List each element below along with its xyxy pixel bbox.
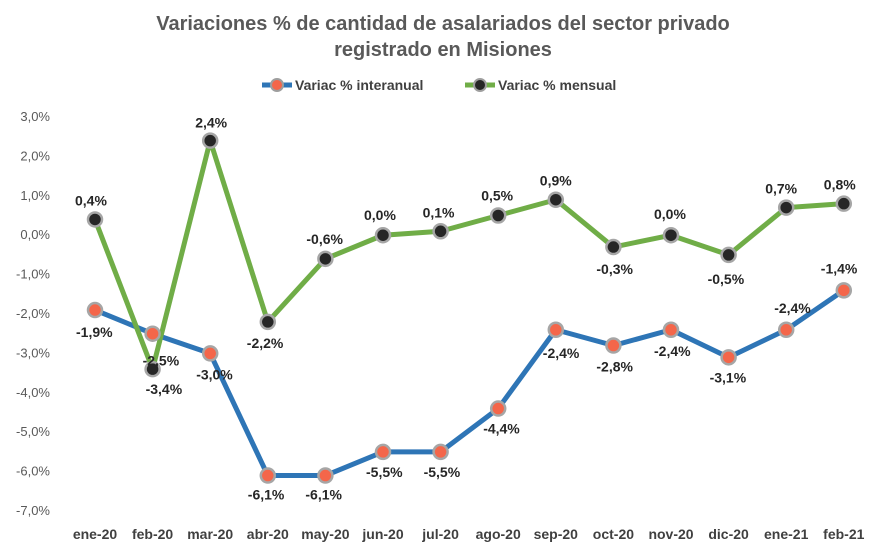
data-label: -2,2% xyxy=(247,335,284,351)
x-tick-label: sep-20 xyxy=(534,526,579,542)
data-label: 0,0% xyxy=(654,206,686,222)
data-point xyxy=(605,337,622,354)
x-tick-label: mar-20 xyxy=(187,526,233,542)
chart-title-line1: Variaciones % de cantidad de asalariados… xyxy=(156,13,730,35)
x-tick-label: ene-21 xyxy=(764,526,809,542)
data-point xyxy=(86,301,104,319)
data-label: 2,4% xyxy=(195,115,227,131)
data-point xyxy=(374,443,392,461)
data-point xyxy=(259,467,277,484)
data-label: -2,4% xyxy=(774,300,811,316)
data-label: -1,9% xyxy=(76,324,113,340)
legend: Variac % interanual Variac % mensual xyxy=(262,77,616,93)
series-line-interanual xyxy=(94,288,846,479)
data-point xyxy=(605,238,622,256)
y-tick-label: -1,0% xyxy=(16,267,50,282)
data-point xyxy=(144,360,161,378)
data-label: -2,4% xyxy=(543,345,580,361)
y-tick-label: -3,0% xyxy=(16,345,50,360)
data-label: -2,5% xyxy=(143,353,180,369)
x-tick-label: jun-20 xyxy=(361,526,403,542)
data-point xyxy=(835,195,853,212)
data-label: 0,5% xyxy=(481,188,513,204)
data-point xyxy=(662,226,680,244)
data-point xyxy=(835,282,853,299)
data-label: 0,4% xyxy=(75,192,107,208)
data-point xyxy=(201,132,219,149)
data-label: 0,1% xyxy=(423,204,455,220)
data-label: -5,5% xyxy=(424,464,461,480)
x-tick-label: feb-20 xyxy=(132,526,173,542)
data-label: -1,4% xyxy=(821,260,858,276)
data-label: -6,1% xyxy=(305,487,342,503)
data-label: -4,4% xyxy=(483,421,520,437)
data-point xyxy=(777,199,795,216)
data-point xyxy=(374,226,392,244)
x-tick-label: jul-20 xyxy=(421,526,459,542)
data-point xyxy=(489,207,507,224)
data-label: -5,5% xyxy=(366,464,403,480)
x-tick-label: oct-20 xyxy=(593,526,634,542)
series-group: -1,9% -2,5% -3,0% -6,1% -6,1% -5,5% -5,5% -4,4%… xyxy=(75,115,858,503)
data-label: -0,5% xyxy=(708,271,745,287)
data-point xyxy=(489,400,507,417)
data-label: -0,6% xyxy=(306,231,343,247)
data-point xyxy=(317,250,334,268)
data-label: -3,1% xyxy=(710,369,747,385)
data-point xyxy=(547,321,565,339)
y-tick-label: 0,0% xyxy=(20,227,50,242)
y-tick-label: -5,0% xyxy=(16,424,50,439)
legend-label: Variac % interanual xyxy=(295,77,423,93)
data-point xyxy=(662,321,680,339)
x-axis: ene-20 feb-20 mar-20 abr-20 may-20 jun-20 jul-… xyxy=(73,526,865,542)
x-tick-label: dic-20 xyxy=(708,526,749,542)
x-tick-label: feb-21 xyxy=(823,526,864,542)
x-tick-label: abr-20 xyxy=(247,526,289,542)
y-tick-label: -4,0% xyxy=(16,385,50,400)
x-tick-label: may-20 xyxy=(301,526,349,542)
data-point xyxy=(259,313,277,331)
chart-title-line2: registrado en Misiones xyxy=(334,39,552,61)
data-label: -3,4% xyxy=(146,381,183,397)
data-point xyxy=(317,467,334,484)
x-tick-label: ago-20 xyxy=(476,526,521,542)
legend-marker xyxy=(473,78,487,92)
data-point xyxy=(720,246,737,264)
data-label: 0,8% xyxy=(824,177,856,193)
data-point xyxy=(201,345,219,362)
data-point xyxy=(777,321,795,339)
data-label: -6,1% xyxy=(248,487,285,503)
data-label: -2,8% xyxy=(596,359,633,375)
y-tick-label: -2,0% xyxy=(16,306,50,321)
data-label: -0,3% xyxy=(596,261,633,277)
legend-label: Variac % mensual xyxy=(498,77,616,93)
x-tick-label: ene-20 xyxy=(73,526,118,542)
data-label: 0,9% xyxy=(540,173,572,189)
data-point xyxy=(86,211,104,228)
data-point xyxy=(720,349,737,366)
data-label: 0,0% xyxy=(364,207,396,223)
series-line-mensual xyxy=(92,138,844,372)
y-tick-label: -6,0% xyxy=(16,464,50,479)
y-tick-label: 2,0% xyxy=(20,148,50,163)
data-label: -3,0% xyxy=(196,366,233,382)
y-tick-label: 1,0% xyxy=(20,188,50,203)
data-point xyxy=(432,223,449,240)
x-tick-label: nov-20 xyxy=(648,526,693,542)
data-label: 0,7% xyxy=(765,181,797,197)
legend-marker xyxy=(270,78,284,92)
y-tick-label: -7,0% xyxy=(16,503,50,518)
data-point xyxy=(144,325,161,342)
y-axis: 3,0% 2,0% 1,0% 0,0% -1,0% -2,0% -3,0% -4,0% -5,0… xyxy=(16,109,50,518)
data-point xyxy=(432,443,449,461)
y-tick-label: 3,0% xyxy=(20,109,50,124)
data-label: -2,4% xyxy=(654,343,691,359)
data-point xyxy=(547,191,565,208)
